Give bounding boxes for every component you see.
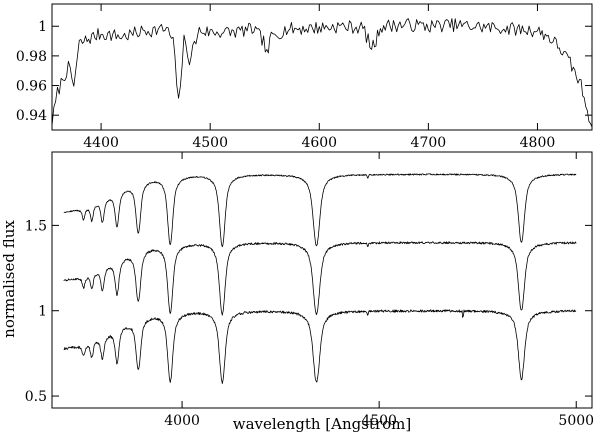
top-y-tick-label: 0.94 (16, 108, 47, 124)
bottom-spectrum-line-3 (63, 309, 577, 384)
top-y-tick-label: 1 (38, 19, 47, 35)
bottom-y-tick-label: 1 (38, 304, 47, 320)
bottom-panel: 4000 4500 5000 0.5 1 1.5 (25, 151, 594, 429)
x-axis-title: wavelength [Angstrom] (233, 415, 411, 433)
bottom-x-tick-label: 4500 (361, 413, 397, 429)
bottom-spectrum-line-1 (63, 173, 577, 248)
bottom-plot-frame (51, 151, 593, 409)
top-x-tick-label: 4800 (520, 135, 556, 151)
bottom-x-tick-label: 4000 (164, 413, 200, 429)
top-x-tick-label: 4700 (411, 135, 447, 151)
top-x-tick-label: 4600 (301, 135, 337, 151)
top-x-tick-label: 4500 (192, 135, 228, 151)
bottom-x-tick-label: 5000 (558, 413, 594, 429)
top-spectrum-line (52, 18, 592, 128)
top-y-tick-label: 0.96 (16, 79, 47, 95)
top-plot-frame (51, 3, 593, 131)
top-x-tick-label: 4400 (83, 135, 119, 151)
y-axis-title: normalised flux (0, 220, 18, 338)
bottom-spectrum-line-2 (63, 241, 577, 316)
top-y-tick-label: 0.98 (16, 49, 47, 65)
bottom-y-tick-label: 1.5 (25, 218, 47, 234)
bottom-y-tick-label: 0.5 (25, 389, 47, 405)
top-panel: 4400 4500 4600 4700 4800 0.94 0.96 0.98 1 (16, 3, 593, 151)
